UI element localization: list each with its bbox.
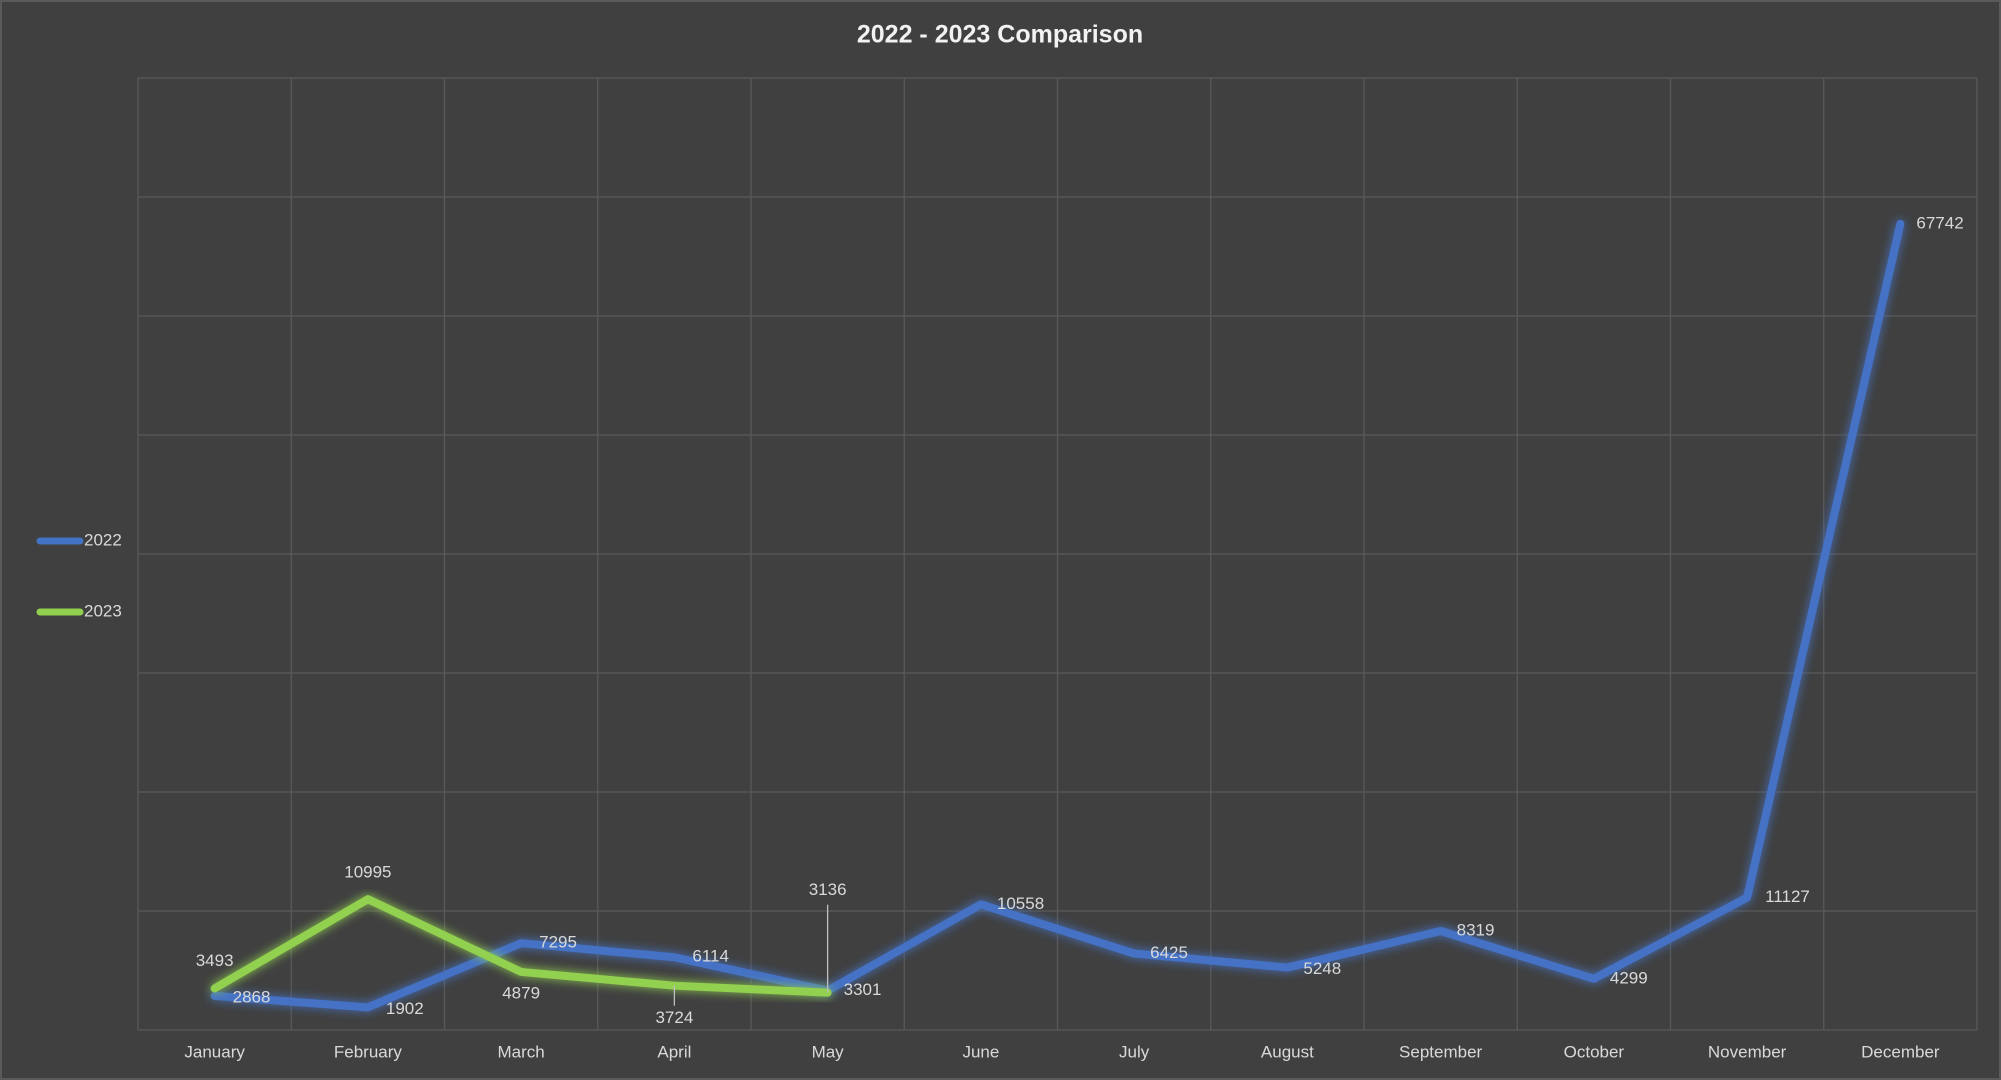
x-tick-label: April bbox=[657, 1042, 691, 1061]
x-tick-label: August bbox=[1261, 1042, 1314, 1061]
data-label: 1902 bbox=[386, 999, 424, 1018]
x-tick-label: March bbox=[498, 1042, 545, 1061]
data-label: 67742 bbox=[1916, 213, 1963, 232]
data-label: 2868 bbox=[233, 987, 271, 1006]
data-label: 10558 bbox=[997, 894, 1044, 913]
chart-title: 2022 - 2023 Comparison bbox=[857, 21, 1143, 49]
data-label: 7295 bbox=[539, 933, 577, 952]
x-tick-label: October bbox=[1564, 1042, 1625, 1061]
x-tick-label: September bbox=[1399, 1042, 1482, 1061]
series-line bbox=[210, 219, 1905, 1012]
data-label: 5248 bbox=[1303, 959, 1341, 978]
data-label: 8319 bbox=[1457, 920, 1495, 939]
data-label: 3301 bbox=[844, 980, 882, 999]
data-label: 6425 bbox=[1150, 943, 1188, 962]
data-label: 6114 bbox=[692, 947, 729, 966]
series-line bbox=[210, 895, 832, 997]
data-label: 4299 bbox=[1610, 968, 1648, 987]
x-tick-label: January bbox=[184, 1042, 245, 1061]
x-tick-label: May bbox=[812, 1042, 845, 1061]
x-tick-label: December bbox=[1861, 1042, 1940, 1061]
data-label: 3136 bbox=[809, 880, 847, 899]
data-label: 4879 bbox=[502, 983, 540, 1002]
data-label: 10995 bbox=[344, 863, 391, 882]
x-tick-label: July bbox=[1119, 1042, 1150, 1061]
x-tick-label: February bbox=[334, 1042, 403, 1061]
data-label: 11127 bbox=[1765, 887, 1810, 906]
legend-label: 2022 bbox=[84, 530, 122, 549]
data-label: 3493 bbox=[196, 951, 234, 970]
x-tick-label: November bbox=[1708, 1042, 1787, 1061]
data-label: 3724 bbox=[655, 1008, 693, 1027]
x-tick-label: June bbox=[962, 1042, 999, 1061]
legend-label: 2023 bbox=[84, 601, 122, 620]
